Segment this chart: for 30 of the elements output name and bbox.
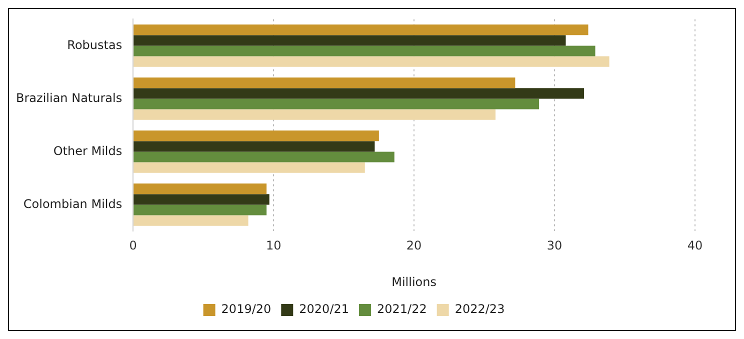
bar [134, 204, 267, 216]
x-tick-label: 40 [687, 238, 703, 253]
bar [134, 152, 394, 162]
y-tick-label: Other Milds [53, 144, 122, 158]
bar [134, 215, 248, 226]
bar [134, 88, 584, 99]
legend-label: 2021/22 [377, 302, 427, 316]
legend-label: 2022/23 [454, 302, 505, 316]
bar [134, 98, 540, 110]
bar [134, 24, 588, 36]
x-tick-label: 10 [266, 238, 282, 253]
bar [134, 109, 496, 120]
bar [134, 162, 365, 173]
bar [134, 130, 379, 142]
legend-label: 2020/21 [299, 302, 350, 316]
legend-label: 2019/20 [221, 302, 272, 316]
bar [134, 56, 610, 67]
y-tick-label: Colombian Milds [23, 196, 122, 211]
bar [134, 141, 375, 152]
x-tick-label: 20 [406, 238, 422, 253]
bar [134, 46, 596, 56]
x-tick-label: 0 [129, 238, 137, 253]
y-tick-label: Brazilian Naturals [16, 90, 122, 105]
x-axis-title: Millions [392, 274, 436, 289]
bar [134, 184, 267, 194]
x-tick-label: 30 [546, 238, 562, 253]
bar [134, 78, 516, 88]
y-tick-label: Robustas [67, 38, 122, 52]
bar [134, 194, 270, 205]
bar [134, 35, 566, 46]
